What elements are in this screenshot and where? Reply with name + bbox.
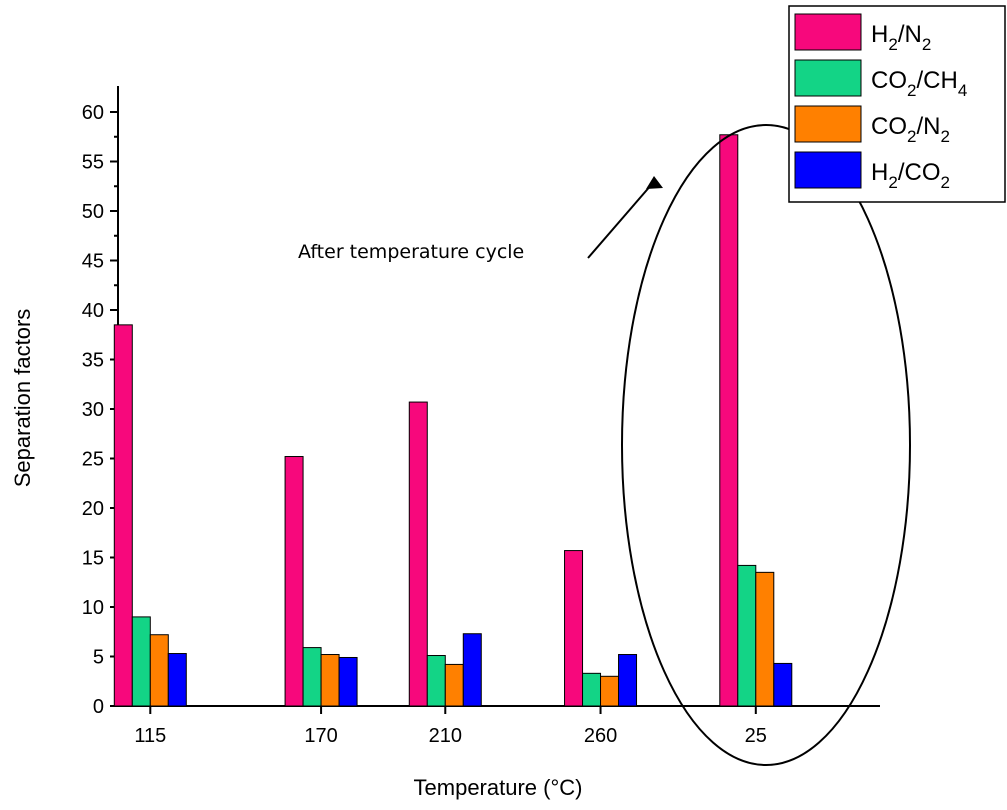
x-axis-label: Temperature (°C): [414, 775, 583, 800]
annotation-arrowhead: [646, 176, 663, 189]
bar-co2-n2-260: [600, 675, 620, 707]
legend-swatch: [794, 105, 862, 143]
annotation-text: After temperature cycle: [298, 241, 524, 263]
bar-co2-ch4-260: [582, 672, 602, 707]
legend-label: CO2/CH4: [871, 67, 967, 100]
y-axis-label: Separation factors: [10, 309, 35, 488]
bar-co2-ch4-115: [131, 616, 151, 707]
annotation-arrow-line: [587, 183, 653, 259]
x-tick-label: 210: [429, 725, 462, 747]
bar-h2-n2-170: [284, 456, 304, 707]
x-tick-label: 170: [304, 725, 337, 747]
plot-area: 0 5 10 15 20 25 30 35 40 45 50 55 60 115 170 210 260 25: [82, 86, 880, 747]
legend-label: H2/N2: [871, 21, 931, 54]
y-tick-label: 55: [82, 152, 104, 174]
bar-co2-ch4-25: [737, 564, 757, 707]
bar-h2-co2-210: [462, 633, 482, 707]
legend-swatch: [794, 13, 862, 51]
bar-h2-n2-210: [408, 401, 428, 707]
y-tick-label: 35: [82, 350, 104, 372]
bar-h2-co2-25: [773, 662, 793, 707]
bar-h2-co2-170: [338, 656, 358, 707]
bar-co2-n2-115: [149, 634, 169, 707]
bar-h2-n2-115: [113, 324, 133, 707]
y-tick-label: 25: [82, 449, 104, 471]
legend-swatch: [794, 59, 862, 97]
y-tick-label: 45: [82, 251, 104, 273]
y-tick-label: 5: [93, 647, 104, 669]
y-tick-label: 50: [82, 201, 104, 223]
y-tick-label: 60: [82, 102, 104, 124]
x-tick-label: 260: [584, 725, 617, 747]
legend-swatch: [794, 151, 862, 189]
y-tick-label: 40: [82, 300, 104, 322]
bar-co2-n2-170: [320, 654, 340, 707]
x-tick-label: 25: [745, 725, 767, 747]
bar-h2-co2-115: [167, 653, 187, 707]
legend-label: CO2/N2: [871, 113, 950, 146]
y-tick-label: 30: [82, 399, 104, 421]
bar-co2-n2-25: [755, 571, 775, 707]
x-tick-label: 115: [134, 725, 166, 747]
y-tick-label: 15: [82, 548, 104, 570]
legend-label: H2/CO2: [871, 159, 950, 192]
highlight-ellipse: [621, 124, 911, 766]
bar-h2-n2-25: [719, 134, 739, 707]
bar-h2-co2-260: [618, 654, 638, 707]
y-tick-label: 20: [82, 498, 104, 520]
annotation-group: After temperature cycle: [298, 124, 911, 766]
bar-co2-n2-210: [444, 663, 464, 707]
bar-h2-n2-260: [564, 550, 584, 707]
y-tick-label: 10: [82, 597, 104, 619]
y-tick-label: 0: [93, 696, 104, 718]
bar-co2-ch4-210: [426, 655, 446, 707]
bar-co2-ch4-170: [302, 647, 322, 707]
legend: H2/N2 CO2/CH4 CO2/N2 H2/CO2: [788, 5, 1006, 203]
